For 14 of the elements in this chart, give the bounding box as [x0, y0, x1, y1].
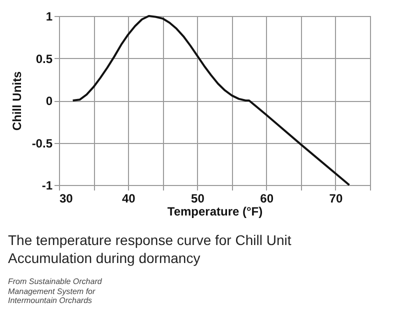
x-tick-label: 50	[191, 192, 205, 206]
y-tick-label: 0.5	[36, 52, 53, 66]
text: The temperature response curve for Chill Unit Accumulation during dormancy	[8, 232, 292, 267]
x-tick-label: 70	[329, 192, 343, 206]
y-tick-label: 0	[46, 94, 53, 108]
y-axis-title: Chill Units	[10, 71, 24, 131]
text: From Sustainable Orchard Management System for Intermountain Orchards	[8, 277, 103, 306]
x-axis-title: Temperature (°F)	[167, 204, 263, 218]
x-tick-label: 60	[260, 192, 274, 206]
y-tick-label: -1	[42, 178, 53, 192]
x-tick-label: 30	[60, 192, 74, 206]
y-tick-label: -0.5	[32, 136, 53, 150]
x-tick-label: 40	[122, 192, 136, 206]
y-tick-label: 1	[46, 10, 53, 24]
